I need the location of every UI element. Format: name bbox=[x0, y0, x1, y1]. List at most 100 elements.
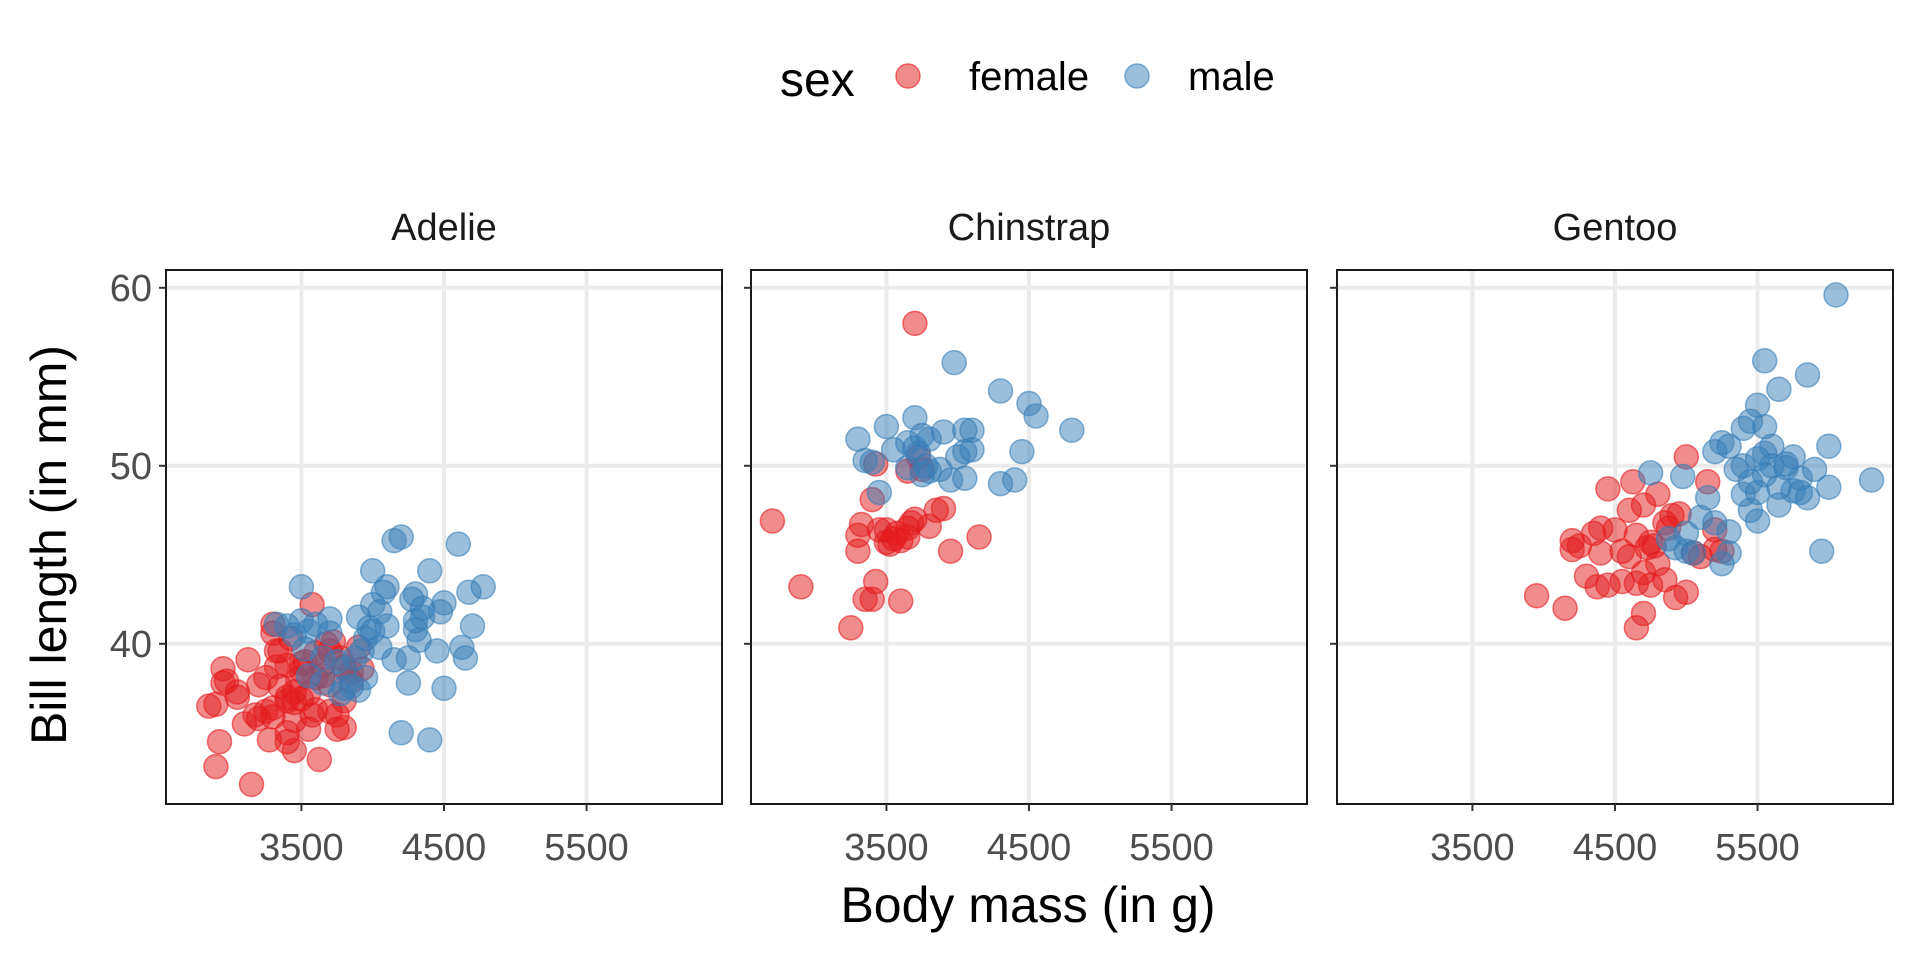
point-female bbox=[902, 310, 928, 337]
point-male bbox=[359, 558, 386, 584]
series-chinstrap-male bbox=[845, 349, 1085, 506]
point-male bbox=[459, 613, 486, 639]
point-male bbox=[930, 419, 957, 445]
panel-title-chinstrap: Chinstrap bbox=[948, 207, 1111, 249]
panel-adelie: Adelie 3500 4500 5500 40 50 60 bbox=[110, 207, 723, 869]
y-tick-label: 40 bbox=[110, 624, 152, 666]
point-male bbox=[1823, 282, 1849, 308]
series-adelie-male bbox=[263, 524, 496, 753]
point-male bbox=[987, 378, 1014, 404]
point-female bbox=[759, 508, 786, 534]
point-male bbox=[416, 727, 443, 753]
legend-label-male: male bbox=[1188, 55, 1275, 99]
point-male bbox=[1669, 463, 1696, 490]
point-male bbox=[845, 426, 871, 452]
point-male bbox=[1009, 438, 1035, 465]
y-tick-label: 60 bbox=[110, 268, 152, 310]
point-female bbox=[1587, 540, 1614, 566]
point-male bbox=[470, 574, 496, 600]
point-female bbox=[788, 574, 814, 600]
point-female bbox=[845, 538, 871, 564]
point-female bbox=[1523, 582, 1550, 609]
point-female bbox=[238, 771, 265, 798]
point-male bbox=[1716, 433, 1742, 459]
point-female bbox=[1673, 579, 1700, 605]
x-tick-label: 5500 bbox=[1129, 827, 1214, 869]
point-male bbox=[352, 664, 379, 691]
point-male bbox=[1001, 467, 1028, 493]
point-male bbox=[388, 524, 414, 550]
point-male bbox=[1751, 348, 1778, 374]
point-male bbox=[952, 465, 978, 492]
point-female bbox=[331, 714, 357, 741]
point-female bbox=[1645, 481, 1671, 508]
point-male bbox=[1744, 392, 1771, 419]
series-chinstrap-female bbox=[759, 310, 992, 641]
point-female bbox=[203, 691, 229, 718]
point-male bbox=[959, 437, 985, 463]
point-female bbox=[306, 746, 333, 773]
point-male bbox=[1680, 540, 1707, 566]
point-male bbox=[1794, 362, 1821, 388]
x-tick-label: 5500 bbox=[1715, 827, 1800, 869]
series-gentoo-female bbox=[1523, 444, 1735, 641]
legend-label-female: female bbox=[969, 55, 1089, 99]
point-male bbox=[859, 449, 885, 475]
x-tick-label: 4500 bbox=[1573, 827, 1658, 869]
y-tick-label: 50 bbox=[110, 446, 152, 488]
x-tick-label: 5500 bbox=[544, 827, 629, 869]
legend-title: sex bbox=[780, 54, 855, 107]
series-gentoo-male bbox=[1637, 282, 1885, 577]
point-male bbox=[288, 574, 315, 600]
x-tick-label: 3500 bbox=[844, 827, 929, 869]
legend-key-female bbox=[895, 63, 921, 89]
panel-gentoo: Gentoo 3500 4500 5500 bbox=[1330, 207, 1894, 869]
point-male bbox=[1716, 518, 1742, 545]
point-male bbox=[452, 645, 479, 671]
point-female bbox=[1552, 595, 1578, 621]
point-male bbox=[866, 479, 893, 506]
point-male bbox=[1808, 538, 1835, 564]
point-female bbox=[203, 753, 229, 780]
panel-title-adelie: Adelie bbox=[391, 207, 497, 249]
point-male bbox=[374, 574, 400, 600]
x-tick-label: 3500 bbox=[259, 827, 344, 869]
panel-title-gentoo: Gentoo bbox=[1553, 207, 1678, 249]
point-male bbox=[1816, 474, 1842, 500]
point-male bbox=[1759, 433, 1785, 459]
x-tick-label: 3500 bbox=[1430, 827, 1515, 869]
point-male bbox=[1858, 467, 1885, 493]
point-female bbox=[838, 615, 864, 641]
point-male bbox=[395, 670, 422, 696]
x-tick-label: 4500 bbox=[987, 827, 1072, 869]
point-female bbox=[224, 684, 251, 710]
point-male bbox=[424, 638, 450, 664]
point-male bbox=[1744, 508, 1771, 534]
point-male bbox=[1801, 456, 1828, 483]
point-female bbox=[235, 647, 261, 673]
point-male bbox=[445, 531, 472, 557]
point-female bbox=[862, 568, 889, 595]
point-male bbox=[1816, 433, 1842, 459]
x-tick-label: 4500 bbox=[402, 827, 487, 869]
legend: sex female male bbox=[780, 54, 1275, 107]
point-male bbox=[374, 613, 400, 639]
point-male bbox=[388, 720, 414, 746]
point-male bbox=[1023, 403, 1049, 429]
point-male bbox=[1059, 417, 1085, 443]
panel-chinstrap: Chinstrap 3500 4500 5500 bbox=[744, 207, 1308, 869]
point-female bbox=[887, 588, 914, 614]
y-axis-title: Bill length (in mm) bbox=[21, 345, 77, 745]
facet-panels: Adelie 3500 4500 5500 40 50 60 Chinstrap 3500 450… bbox=[110, 207, 1894, 869]
point-male bbox=[431, 675, 457, 702]
point-male bbox=[941, 349, 967, 376]
point-female bbox=[966, 524, 992, 550]
point-male bbox=[1637, 460, 1664, 486]
point-female bbox=[281, 737, 308, 764]
point-female bbox=[206, 728, 233, 755]
point-female bbox=[1630, 600, 1657, 627]
point-male bbox=[1716, 540, 1742, 566]
point-male bbox=[431, 590, 457, 616]
x-axis-title: Body mass (in g) bbox=[840, 877, 1215, 933]
